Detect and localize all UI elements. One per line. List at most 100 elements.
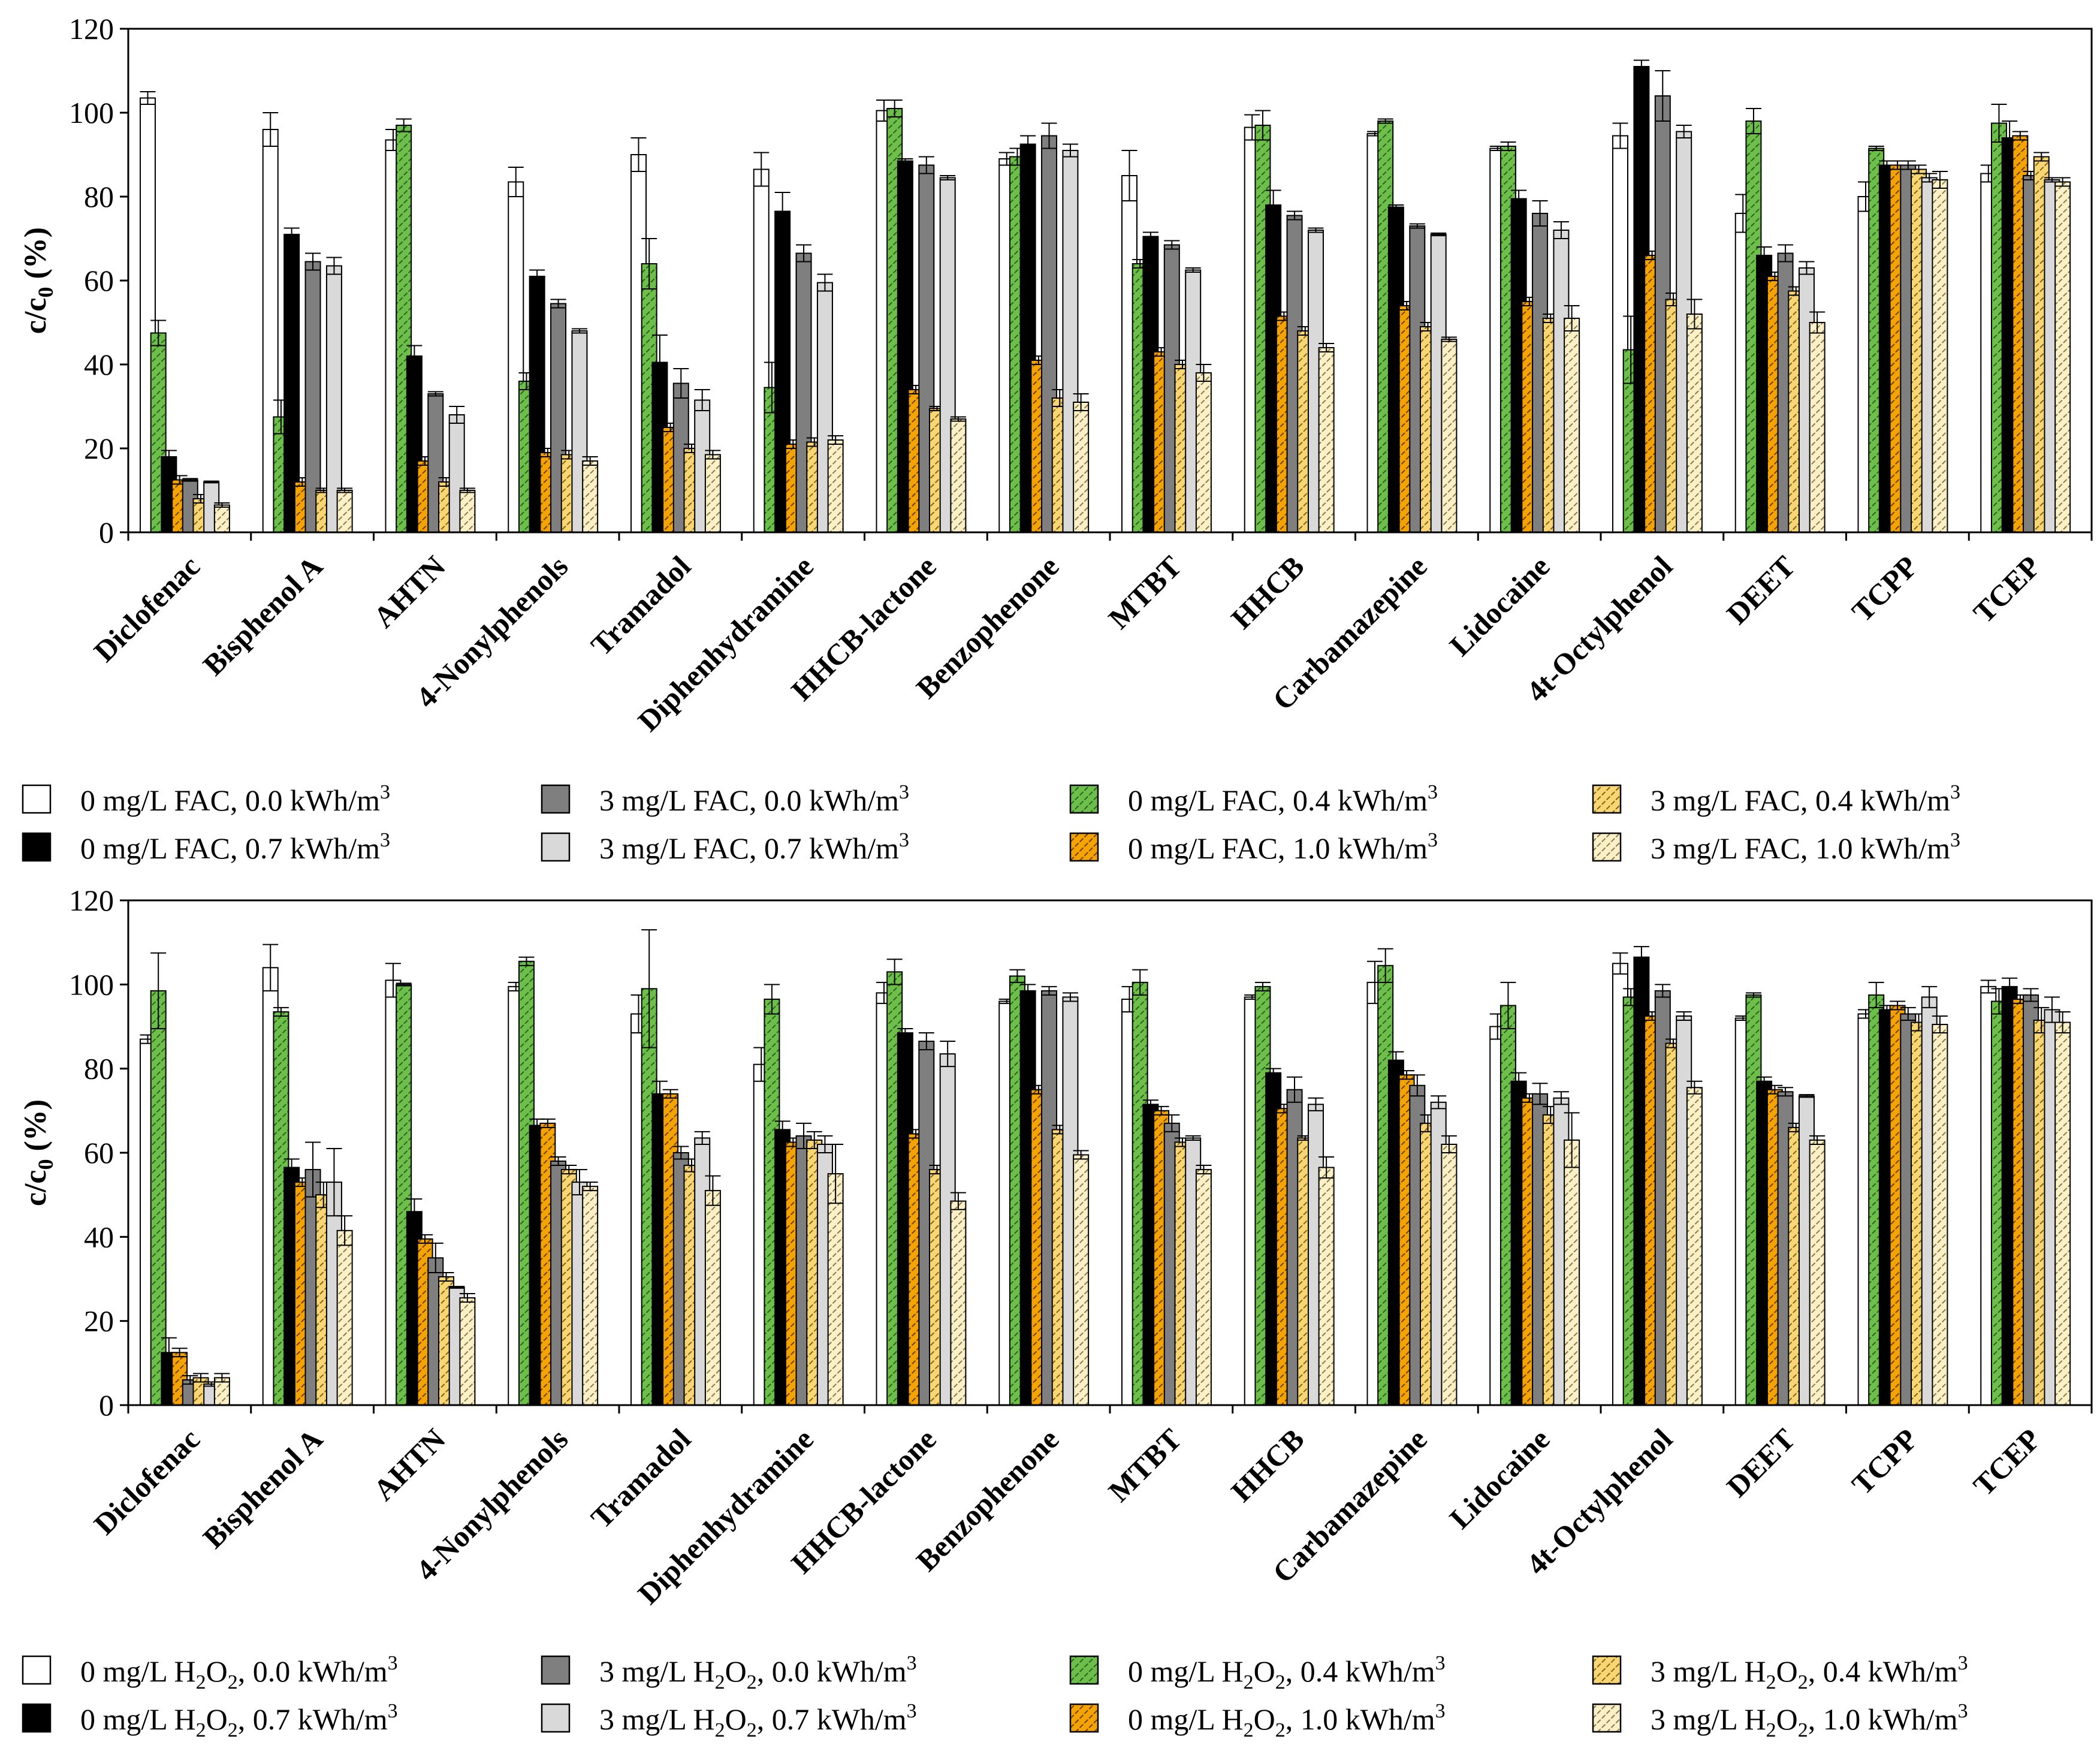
legend-swatch	[1069, 784, 1099, 814]
bar	[950, 1200, 967, 1406]
bar	[459, 490, 476, 533]
x-category-label: TCEP	[1967, 1422, 2047, 1502]
legend-label: 0 mg/L H2O2, 0.4 kWh/m3	[1128, 1652, 1446, 1693]
y-tick-label: 60	[84, 1136, 114, 1170]
legend-text: 3 mg/L FAC, 0.0 kWh/m	[599, 783, 899, 817]
legend-superscript: 3	[1958, 1700, 1968, 1722]
legend-text: 3 mg/L H	[599, 1702, 715, 1736]
legend-text: O	[1254, 1654, 1275, 1688]
legend-swatch	[541, 832, 571, 862]
y-tick-label: 120	[69, 12, 114, 46]
bar	[1809, 322, 1826, 533]
legend-swatch	[22, 832, 52, 862]
bar	[1195, 1169, 1212, 1406]
legend-label: 3 mg/L FAC, 0.4 kWh/m3	[1651, 781, 1960, 817]
legend-subscript: 2	[1275, 1671, 1286, 1693]
legend-text: , 0.0 kWh/m	[757, 1654, 907, 1688]
legend-text: O	[206, 1702, 228, 1736]
legend-subscript: 2	[196, 1719, 206, 1741]
legend-subscript: 2	[1798, 1719, 1808, 1741]
legend-text: 3 mg/L H	[1651, 1654, 1766, 1688]
legend-superscript: 3	[899, 781, 909, 803]
legend-text: , 1.0 kWh/m	[1286, 1702, 1435, 1736]
legend-swatch	[1592, 832, 1622, 862]
legend-label: 3 mg/L H2O2, 0.7 kWh/m3	[599, 1700, 917, 1741]
bar	[827, 1173, 844, 1406]
legend-superscript: 3	[907, 1700, 917, 1722]
y-tick-label: 40	[84, 348, 114, 381]
legend-subscript: 2	[1766, 1671, 1776, 1693]
y-tick-label: 60	[84, 264, 114, 297]
legend-swatch	[541, 784, 571, 814]
y-tick-label: 0	[99, 516, 114, 549]
legend-swatch	[1069, 1703, 1099, 1733]
bar	[582, 1186, 599, 1406]
bar	[1318, 1167, 1335, 1406]
y-axis-label: c/c0 (%)	[19, 227, 58, 334]
legend-subscript: 2	[1275, 1719, 1286, 1741]
legend-text: 0 mg/L H	[1128, 1702, 1244, 1736]
bar	[1073, 402, 1090, 533]
y-axis-label-suffix: (%)	[19, 1099, 53, 1159]
x-category-label: AHTN	[367, 549, 452, 634]
bar	[950, 418, 967, 533]
x-category-label: DEET	[1720, 549, 1802, 631]
legend-text: , 0.4 kWh/m	[1286, 1654, 1435, 1688]
bar	[213, 504, 230, 533]
bar	[704, 1190, 721, 1406]
legend-superscript: 3	[380, 781, 390, 803]
bar	[1441, 339, 1458, 533]
bar	[1686, 314, 1703, 533]
y-tick-label: 20	[84, 1304, 114, 1338]
legend-label: 0 mg/L H2O2, 1.0 kWh/m3	[1128, 1700, 1446, 1741]
legend-text: O	[725, 1654, 747, 1688]
x-category-label: DEET	[1720, 1422, 1802, 1503]
y-tick-label: 0	[99, 1388, 114, 1422]
legend-text: 3 mg/L H	[599, 1654, 715, 1688]
legend-superscript: 3	[380, 829, 390, 851]
x-category-label: HHCB	[1224, 1422, 1311, 1508]
legend-superscript: 3	[1428, 781, 1438, 803]
x-category-label: Tramadol	[584, 1422, 697, 1535]
legend-label: 0 mg/L FAC, 1.0 kWh/m3	[1128, 829, 1438, 865]
legend-text: O	[1776, 1654, 1798, 1688]
legend-subscript: 2	[1244, 1671, 1254, 1693]
y-axis-label-subscript: 0	[34, 287, 58, 298]
legend-swatch	[1069, 832, 1099, 862]
legend-superscript: 3	[388, 1652, 398, 1674]
bar	[1441, 1143, 1458, 1406]
legend-swatch	[541, 1655, 571, 1685]
bar	[1932, 1023, 1948, 1406]
legend-text: 0 mg/L FAC, 0.7 kWh/m	[80, 831, 380, 865]
legend-superscript: 3	[1958, 1652, 1968, 1674]
bar	[582, 460, 599, 533]
y-axis-label-main: c/c	[19, 298, 53, 334]
legend-subscript: 2	[715, 1719, 725, 1741]
legend-text: O	[725, 1702, 747, 1736]
y-tick-label: 80	[84, 180, 114, 213]
x-category-label: Diclofenac	[88, 1422, 207, 1541]
legend-label: 3 mg/L FAC, 0.7 kWh/m3	[599, 829, 909, 865]
bar	[1564, 1139, 1580, 1406]
legend-text: 0 mg/L FAC, 0.4 kWh/m	[1128, 783, 1428, 817]
x-category-label: TCPP	[1845, 1422, 1924, 1501]
bar	[2054, 1021, 2071, 1406]
y-tick-label: 20	[84, 432, 114, 465]
legend-swatch	[22, 784, 52, 814]
legend-text: , 0.7 kWh/m	[238, 1702, 388, 1736]
legend-text: 0 mg/L H	[80, 1654, 196, 1688]
y-axis-label-main: c/c	[19, 1170, 53, 1207]
legend-text: 0 mg/L FAC, 0.0 kWh/m	[80, 783, 380, 817]
legend-superscript: 3	[1435, 1652, 1446, 1674]
x-category-label: MTBT	[1102, 549, 1188, 635]
bar	[336, 1229, 353, 1406]
legend-superscript: 3	[388, 1700, 398, 1722]
legend-text: O	[1776, 1702, 1798, 1736]
legend-text: 3 mg/L FAC, 0.4 kWh/m	[1651, 783, 1950, 817]
legend-swatch	[1592, 1655, 1622, 1685]
legend-superscript: 3	[899, 829, 909, 851]
legend-swatch	[1592, 784, 1622, 814]
bottom-legend: 0 mg/L H2O2, 0.0 kWh/m30 mg/L H2O2, 0.7 …	[22, 1652, 1968, 1741]
bar	[1564, 318, 1580, 533]
